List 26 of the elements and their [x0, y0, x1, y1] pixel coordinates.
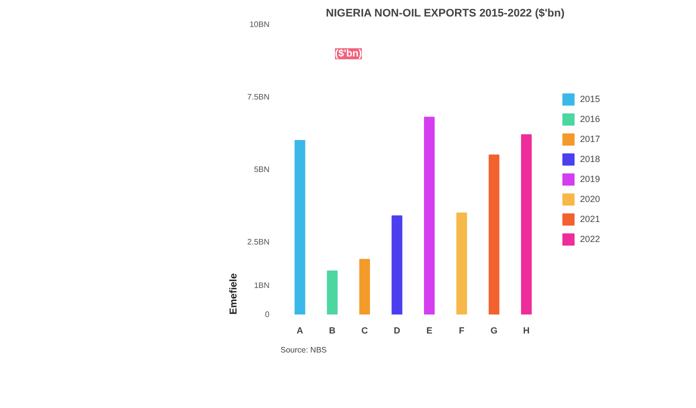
y-tick-label: 5BN: [254, 165, 270, 174]
x-tick-label: H: [523, 326, 530, 336]
legend-label: 2020: [580, 194, 600, 204]
legend-label: 2018: [580, 154, 600, 164]
legend-label: 2021: [580, 214, 600, 224]
x-tick-label: A: [296, 326, 304, 336]
text: Emefiele: [228, 272, 240, 314]
source-note: Source: NBS: [280, 346, 327, 354]
legend-label: 2019: [580, 174, 600, 184]
x-tick-label: E: [426, 326, 432, 336]
y-tick-label: 7.5BN: [247, 92, 270, 102]
y-tick-label: 1BN: [254, 281, 270, 290]
y-tick-label: 10BN: [249, 20, 270, 29]
x-tick-label: B: [329, 326, 336, 336]
y-tick-label: 2.5BN: [247, 238, 270, 246]
legend-label: 2017: [580, 134, 600, 144]
x-tick-label: F: [458, 326, 465, 336]
x-tick-label: C: [361, 326, 368, 336]
legend-label: 2015: [580, 94, 600, 104]
x-tick-label: G: [490, 326, 498, 336]
chart-title: NIGERIA NON-OIL EXPORTS 2015-2022 ($'bn): [326, 8, 565, 20]
legend-label: 2016: [580, 114, 600, 124]
annotation: ($'bn): [335, 48, 362, 60]
y-tick-label: 0: [265, 310, 270, 319]
x-tick-label: D: [394, 326, 401, 336]
legend-label: 2022: [580, 234, 600, 244]
